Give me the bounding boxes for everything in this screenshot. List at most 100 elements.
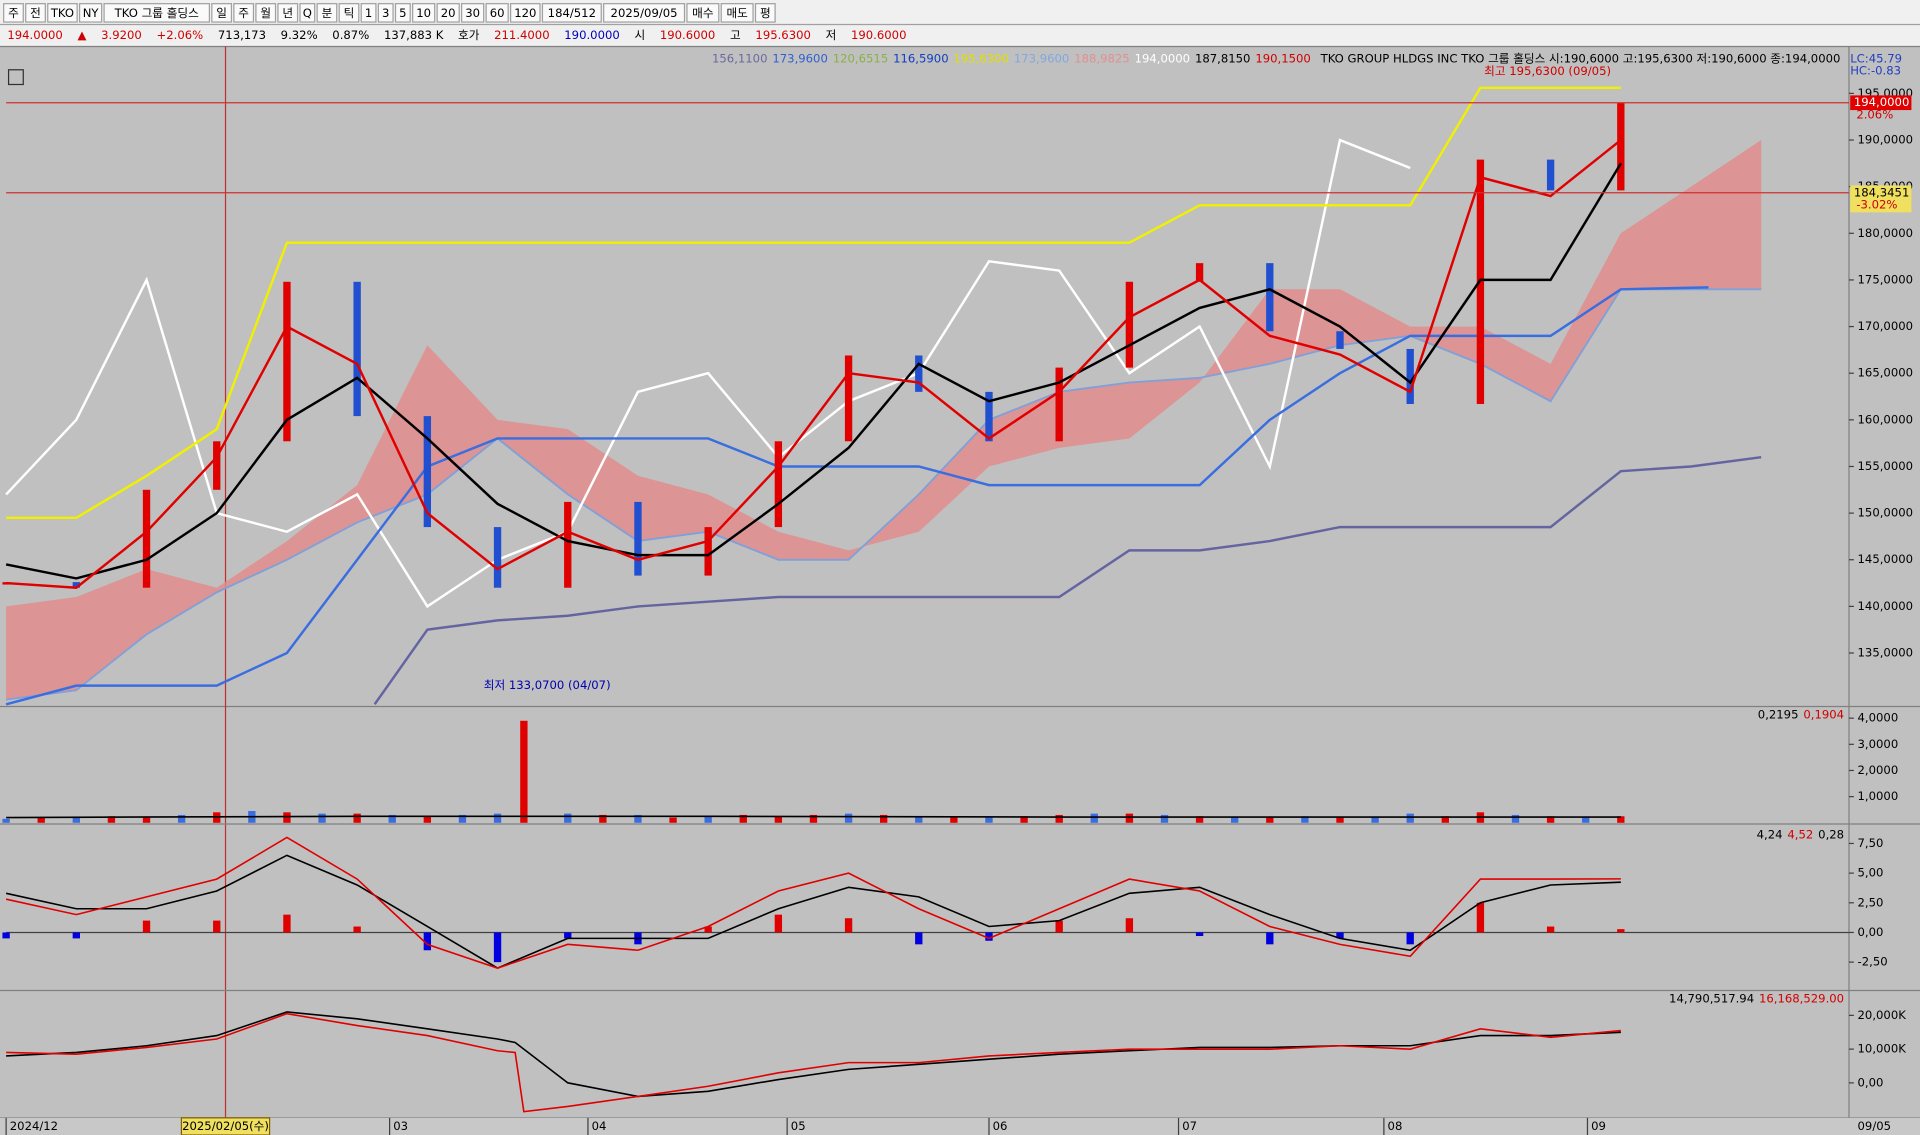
line <box>6 86 1621 520</box>
toolbar-button[interactable] <box>412 3 436 23</box>
quote-value: 713,173 <box>218 28 266 42</box>
x-tick-label: 2024/12 <box>10 1119 58 1133</box>
quote-value: +2.06% <box>157 28 204 42</box>
toolbar-button[interactable] <box>103 3 210 23</box>
histogram-bar <box>1476 902 1485 933</box>
histogram-bar <box>283 914 291 933</box>
volume-bar <box>142 817 151 823</box>
toolbar-button[interactable] <box>25 3 46 23</box>
legend-value: 194,0000 <box>1135 51 1190 65</box>
histogram-bar <box>423 932 432 951</box>
y-tick-label: 190,0000 <box>1858 133 1913 147</box>
histogram-bar <box>1336 932 1344 939</box>
histogram-bar <box>564 932 572 939</box>
histogram-bar <box>2 932 10 939</box>
candle <box>634 501 642 576</box>
price-tag-sub: 2.06% <box>1856 107 1893 121</box>
toolbar-label: 20 <box>441 6 456 20</box>
volume-bar <box>1371 817 1379 823</box>
legend-value: 120,6515 <box>833 51 888 65</box>
quote-value: 3.9200 <box>101 28 142 42</box>
toolbar-button[interactable] <box>3 3 24 23</box>
toolbar-button[interactable] <box>510 3 541 23</box>
volume-bar <box>283 812 291 823</box>
toolbar-button[interactable] <box>377 3 394 23</box>
candle <box>142 489 151 588</box>
pane-icon[interactable] <box>7 69 24 86</box>
legend-value: 16,168,529.00 <box>1759 992 1844 1006</box>
quote-value: 0.87% <box>332 28 369 42</box>
toolbar-label: Q <box>303 6 312 20</box>
toolbar-button[interactable] <box>233 3 255 23</box>
toolbar-label: 주 <box>8 6 19 20</box>
toolbar-label: 184/512 <box>548 6 596 20</box>
y-tick-label: 150,0000 <box>1858 506 1913 520</box>
histogram-bar <box>1195 932 1204 937</box>
cursor-tag <box>180 1117 271 1135</box>
x-tick-label: 09 <box>1591 1119 1606 1133</box>
toolbar-button[interactable] <box>461 3 485 23</box>
y-tick-label: 170,0000 <box>1858 319 1913 333</box>
toolbar-button[interactable] <box>485 3 509 23</box>
toolbar-button[interactable] <box>436 3 460 23</box>
y-tick-label: 2,0000 <box>1858 763 1899 777</box>
cloud-edge <box>6 288 1762 701</box>
toolbar-button[interactable] <box>78 3 103 23</box>
toolbar-button[interactable] <box>360 3 377 23</box>
y-tick-label: 0,00 <box>1858 1075 1884 1089</box>
quote-value: 190.6000 <box>660 28 715 42</box>
toolbar-button[interactable] <box>47 3 78 23</box>
legend-value: 4,52 <box>1787 828 1813 842</box>
toolbar-button[interactable] <box>754 3 776 23</box>
volume-bar <box>493 813 502 823</box>
legend-value: 156,1100 <box>712 51 767 65</box>
price-tag <box>1850 95 1912 111</box>
candle <box>283 281 291 442</box>
quote-value: 195.6300 <box>755 28 810 42</box>
histogram-bar <box>915 932 923 945</box>
legend-value: 4,24 <box>1757 828 1783 842</box>
toolbar-label: 일 <box>216 6 227 20</box>
y-tick-label: 135,0000 <box>1858 646 1913 660</box>
toolbar-button[interactable] <box>686 3 720 23</box>
end-label: 09/05 <box>1858 1119 1892 1133</box>
toolbar-button[interactable] <box>255 3 277 23</box>
toolbar-label: TKO 그룹 홀딩스 <box>114 6 199 20</box>
volume-bar <box>37 817 45 823</box>
y-tick-label: 0,00 <box>1858 925 1884 939</box>
volume-bar <box>1055 814 1063 823</box>
candle <box>1617 102 1625 191</box>
toolbar-label: 매수 <box>692 6 714 20</box>
toolbar-button[interactable] <box>394 3 411 23</box>
histogram-bar <box>1125 918 1134 933</box>
volume-bar <box>72 817 80 823</box>
histogram-bar <box>1266 932 1274 945</box>
volume-bar <box>177 814 186 823</box>
volume-bar <box>669 817 677 823</box>
toolbar-button[interactable] <box>299 3 316 23</box>
y-tick-label: 3,0000 <box>1858 737 1899 751</box>
price-tag-label: 184,3451 <box>1854 185 1909 199</box>
x-tick-label: 03 <box>393 1119 408 1133</box>
toolbar-button[interactable] <box>603 3 686 23</box>
volume-bar <box>458 814 467 823</box>
volume-bar <box>423 816 432 823</box>
toolbar-button[interactable] <box>316 3 338 23</box>
candle <box>1125 281 1134 368</box>
volume-bar <box>318 813 326 823</box>
toolbar-button[interactable] <box>541 3 602 23</box>
y-tick-label: 7,50 <box>1858 836 1884 850</box>
histogram-bar <box>1617 929 1625 933</box>
toolbar-button[interactable] <box>338 3 360 23</box>
legend-value: 0,1904 <box>1803 708 1844 722</box>
volume-bar <box>1582 817 1590 823</box>
candle <box>704 527 712 576</box>
legend-value: 14,790,517.94 <box>1669 992 1754 1006</box>
toolbar-button[interactable] <box>211 3 233 23</box>
volume-bar <box>388 814 396 823</box>
toolbar-button[interactable] <box>277 3 299 23</box>
toolbar-button[interactable] <box>720 3 754 23</box>
legend-value: 0,28 <box>1818 828 1844 842</box>
volume-bar <box>1195 816 1204 823</box>
